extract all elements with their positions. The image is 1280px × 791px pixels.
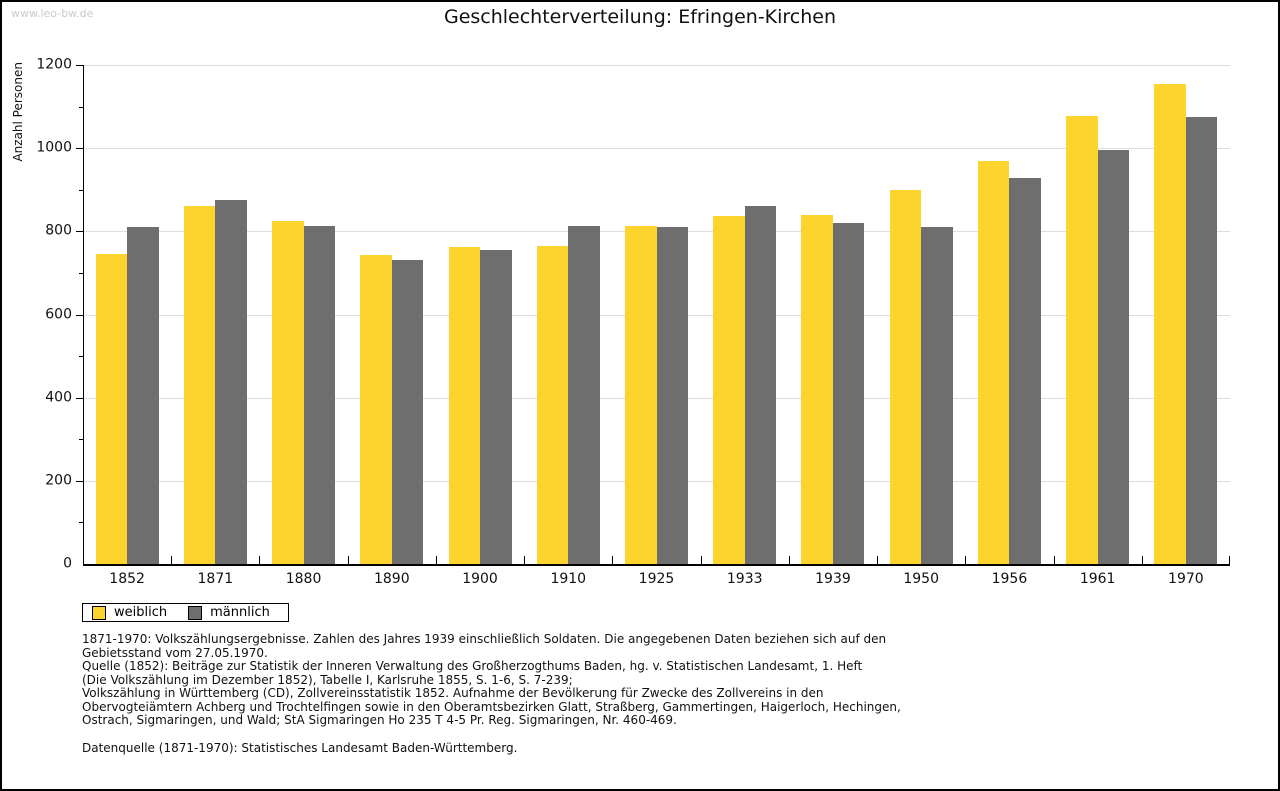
- bar-männlich-1890[interactable]: [391, 260, 424, 564]
- y-tick-label-1200: 1200: [36, 56, 72, 73]
- datasource-note: Datenquelle (1871-1970): Statistisches L…: [82, 741, 518, 755]
- y-tick-1000: [76, 148, 83, 150]
- x-tick-5: [524, 556, 526, 564]
- bar-männlich-1900[interactable]: [480, 249, 512, 564]
- y-tick-label-1000: 1000: [36, 139, 72, 156]
- bar-weiblich-1950[interactable]: [889, 189, 922, 564]
- bar-weiblich-1871[interactable]: [183, 206, 216, 564]
- x-tick-9: [877, 556, 879, 564]
- note-line: (Die Volkszählung im Dezember 1852), Tab…: [82, 672, 573, 687]
- bar-männlich-1880[interactable]: [303, 226, 336, 564]
- x-tick-4: [435, 556, 437, 564]
- x-axis-label-1852: 1852: [109, 571, 145, 587]
- x-tick-3: [347, 556, 349, 564]
- gridline-1000: [84, 148, 1230, 150]
- y-tick-label-600: 600: [45, 306, 72, 323]
- x-axis-label-1925: 1925: [638, 571, 675, 587]
- y-tick-label-200: 200: [45, 472, 72, 489]
- x-axis-label-1956: 1956: [991, 571, 1028, 587]
- note-line: Ostrach, Sigmaringen, und Wald; StA Sigm…: [82, 713, 677, 727]
- legend-item-weiblich: weiblich: [92, 605, 167, 620]
- legend-item-maennlich: männlich: [188, 605, 270, 620]
- bar-weiblich-1925[interactable]: [625, 225, 657, 564]
- bar-weiblich-1852[interactable]: [95, 254, 128, 564]
- x-tick-7: [700, 556, 702, 564]
- bar-weiblich-1910[interactable]: [536, 245, 569, 564]
- y-tick-500: [79, 356, 83, 358]
- chart-title: Geschlechterverteilung: Efringen-Kirchen: [443, 6, 837, 28]
- y-tick-400: [76, 397, 83, 399]
- bar-männlich-1956[interactable]: [1009, 177, 1041, 564]
- x-axis-label-1900: 1900: [462, 571, 498, 587]
- y-tick-700: [79, 272, 83, 274]
- plot-area: 0 200 400 600 800 1000 1200 1852 1871 1880 1890 190…: [36, 57, 1230, 587]
- bar-weiblich-1933[interactable]: [713, 215, 745, 564]
- y-tick-900: [79, 189, 83, 191]
- x-tick-end: [1229, 556, 1230, 564]
- bar-männlich-1950[interactable]: [921, 227, 953, 564]
- weiblich-swatch-icon: [92, 605, 106, 620]
- x-axis-line: [83, 564, 1230, 566]
- x-axis-label-1939: 1939: [815, 571, 851, 587]
- y-tick-100: [79, 522, 83, 524]
- bar-weiblich-1890[interactable]: [360, 255, 392, 564]
- x-tick-1: [171, 556, 173, 564]
- x-axis-label-1950: 1950: [903, 571, 940, 587]
- bar-weiblich-1961[interactable]: [1066, 115, 1098, 564]
- y-tick-label-800: 800: [45, 223, 72, 240]
- x-tick-12: [1141, 556, 1143, 564]
- y-tick-label-0: 0: [63, 555, 72, 572]
- x-axis-label-1933: 1933: [726, 571, 763, 587]
- note-line: Quelle (1852): Beiträge zur Statistik de…: [82, 659, 863, 673]
- source-notes: 1871-1970: Volkszählungsergebnisse. Zahl…: [82, 632, 901, 728]
- bar-weiblich-1970[interactable]: [1154, 83, 1186, 564]
- bar-männlich-1852[interactable]: [127, 227, 159, 564]
- x-tick-10: [965, 556, 967, 564]
- y-tick-200: [76, 480, 83, 482]
- x-axis-label-1970: 1970: [1168, 571, 1204, 587]
- note-line: Obervogteiämtern Achberg und Trochtelfin…: [82, 699, 901, 714]
- bar-männlich-1871[interactable]: [215, 200, 247, 564]
- bar-weiblich-1900[interactable]: [448, 246, 481, 564]
- bar-weiblich-1880[interactable]: [272, 220, 304, 564]
- y-tick-300: [79, 439, 83, 441]
- x-axis-label-1871: 1871: [197, 571, 234, 587]
- x-axis-label-1910: 1910: [550, 571, 587, 587]
- bar-männlich-1933[interactable]: [744, 205, 777, 564]
- y-tick-600: [76, 314, 83, 316]
- x-tick-11: [1053, 556, 1055, 564]
- y-tick-label-400: 400: [45, 389, 72, 406]
- note-line: 1871-1970: Volkszählungsergebnisse. Zahl…: [82, 632, 887, 646]
- x-tick-6: [612, 556, 614, 564]
- maennlich-swatch-icon: [188, 605, 203, 620]
- legend-label-weiblich: weiblich: [114, 605, 168, 620]
- note-line: Gebietsstand vom 27.05.1970.: [82, 645, 268, 660]
- bar-männlich-1970[interactable]: [1185, 116, 1218, 564]
- bar-männlich-1910[interactable]: [568, 226, 600, 564]
- watermark: www.leo-bw.de: [11, 7, 94, 20]
- bar-weiblich-1956[interactable]: [977, 160, 1010, 564]
- legend: weiblich männlich: [82, 603, 289, 622]
- x-tick-2: [259, 556, 261, 564]
- bar-männlich-1925[interactable]: [656, 227, 688, 564]
- legend-label-maennlich: männlich: [210, 605, 270, 620]
- bar-männlich-1961[interactable]: [1097, 150, 1130, 564]
- y-tick-800: [76, 231, 83, 233]
- bar-männlich-1939[interactable]: [832, 223, 865, 564]
- x-axis-label-1890: 1890: [373, 571, 410, 587]
- bar-weiblich-1939[interactable]: [801, 214, 833, 564]
- note-line: Volkszählung in Württemberg (CD), Zollve…: [82, 686, 824, 700]
- y-axis-line: [83, 65, 84, 564]
- y-tick-1100: [79, 106, 83, 108]
- x-axis-label-1961: 1961: [1079, 571, 1116, 587]
- gridline-1200: [84, 65, 1230, 66]
- x-tick-8: [788, 556, 790, 564]
- y-tick-1200: [76, 65, 83, 66]
- x-axis-label-1880: 1880: [285, 571, 322, 587]
